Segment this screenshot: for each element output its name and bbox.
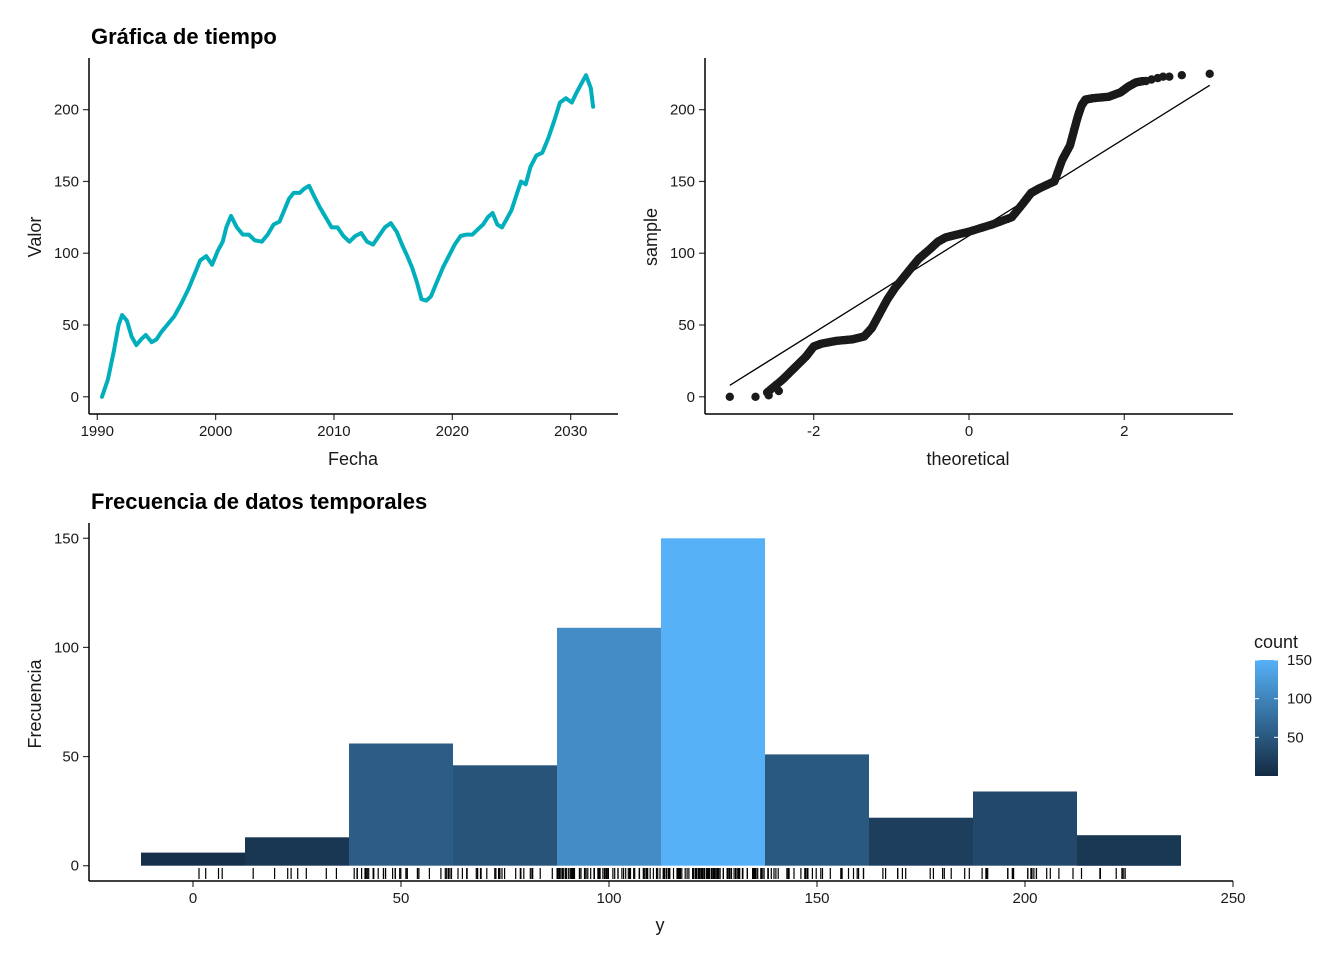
histogram-panel: Frecuencia de datos temporales y Frecuen…: [25, 489, 1246, 935]
histogram-bar: [973, 791, 1077, 866]
x-tick-label: 250: [1220, 890, 1245, 907]
histogram-bar: [869, 817, 973, 866]
qq-panel: theoretical sample -2 0 2 0 50 100 150 200: [641, 58, 1233, 469]
qq-point: [1158, 72, 1168, 81]
x-tick-label: 2: [1120, 423, 1128, 440]
y-tick-label: 200: [54, 102, 79, 119]
x-tick-label: 100: [596, 890, 621, 907]
x-tick-label: 2000: [199, 423, 232, 440]
qq-point: [751, 392, 760, 401]
y-tick-label: 200: [670, 102, 695, 119]
histogram-bar: [765, 754, 869, 866]
histogram-bar: [661, 538, 765, 866]
time-series-title: Gráfica de tiempo: [91, 24, 277, 49]
y-tick-label: 100: [670, 245, 695, 262]
qq-point: [764, 391, 773, 400]
histogram-bar: [557, 627, 661, 866]
qq-point: [774, 386, 783, 396]
x-tick-label: 50: [393, 890, 410, 907]
x-tick-label: 200: [1012, 890, 1037, 907]
legend-tick-label: 50: [1287, 729, 1304, 746]
y-tick-label: 0: [71, 858, 79, 875]
x-tick-label: 150: [804, 890, 829, 907]
histogram-bar: [245, 837, 349, 866]
x-tick-label: -2: [807, 423, 820, 440]
y-tick-label: 50: [62, 749, 79, 766]
qq-y-label: sample: [641, 208, 661, 266]
histogram-bar: [141, 852, 245, 866]
histogram-bar: [453, 765, 557, 866]
qq-point: [1165, 72, 1174, 81]
y-tick-label: 50: [62, 317, 79, 334]
legend-colorbar: [1255, 660, 1278, 776]
time-series-panel: Gráfica de tiempo Fecha Valor 1990 2000 20…: [25, 24, 618, 469]
legend-tick-label: 150: [1287, 652, 1312, 669]
histogram-x-label: y: [656, 915, 665, 935]
y-tick-label: 0: [687, 389, 695, 406]
histogram-y-label: Frecuencia: [25, 658, 45, 748]
time-series-y-label: Valor: [25, 217, 45, 258]
time-series-line: [100, 73, 596, 399]
y-tick-label: 50: [678, 317, 695, 334]
x-tick-label: 2020: [436, 423, 469, 440]
qq-x-label: theoretical: [926, 449, 1009, 469]
qq-point: [1177, 71, 1187, 80]
histogram-bar: [349, 743, 453, 866]
x-tick-label: 1990: [81, 423, 114, 440]
x-tick-label: 0: [189, 890, 197, 907]
x-tick-label: 0: [965, 423, 973, 440]
y-tick-label: 150: [670, 173, 695, 190]
x-tick-label: 2030: [554, 423, 587, 440]
histogram-bar: [1077, 835, 1181, 866]
y-tick-label: 100: [54, 245, 79, 262]
legend-tick-label: 100: [1287, 691, 1312, 708]
count-legend: count 50 100 150: [1254, 632, 1312, 776]
time-series-x-label: Fecha: [328, 449, 379, 469]
y-tick-label: 150: [54, 530, 79, 547]
y-tick-label: 100: [54, 639, 79, 656]
qq-point: [1205, 69, 1214, 79]
legend-title: count: [1254, 632, 1298, 652]
y-tick-label: 0: [71, 389, 79, 406]
histogram-title: Frecuencia de datos temporales: [91, 489, 427, 514]
x-tick-label: 2010: [317, 423, 350, 440]
qq-point: [725, 392, 734, 401]
y-tick-label: 150: [54, 173, 79, 190]
